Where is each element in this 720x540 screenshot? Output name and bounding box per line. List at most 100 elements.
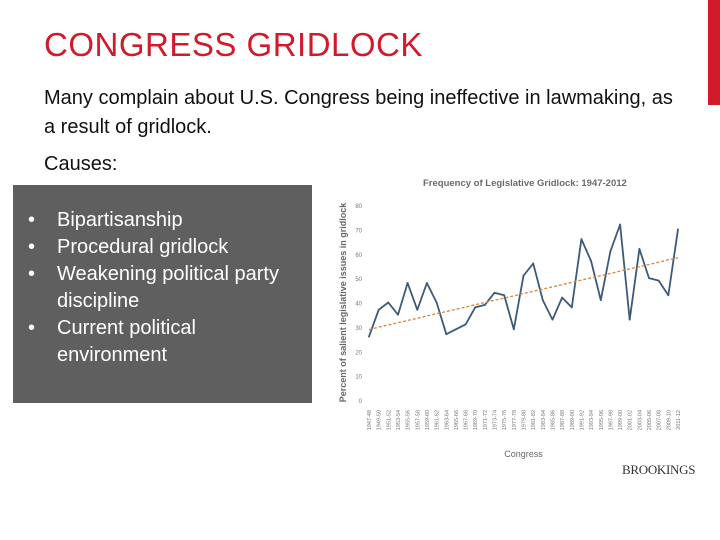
cause-text: Weakening political party discipline: [57, 263, 279, 312]
bullet-icon: •: [28, 317, 36, 339]
x-tick-label: 2001-02: [628, 410, 634, 430]
x-tick-label: 1955-56: [406, 410, 412, 430]
cause-item: • Bipartisanship: [13, 207, 302, 234]
x-tick-label: 2005-06: [647, 410, 653, 430]
x-tick-label: 1969-70: [473, 410, 479, 430]
x-tick-label: 1995-96: [599, 410, 605, 430]
data-point: [541, 299, 544, 301]
x-tick-label: 1961-62: [435, 410, 441, 430]
causes-box: • Bipartisanship • Procedural gridlock • We…: [13, 185, 312, 403]
accent-bar: [708, 0, 720, 105]
data-point: [561, 296, 563, 299]
x-tick-label: 1947-48: [367, 410, 373, 430]
data-point: [619, 223, 621, 226]
y-tick-label: 0: [359, 399, 363, 405]
data-point: [580, 238, 583, 240]
chart-svg: Frequency of Legislative Gridlock: 1947-…: [338, 178, 682, 459]
data-point: [657, 279, 660, 282]
cause-text: Current political environment: [57, 317, 196, 366]
brookings-logo: BROOKINGS: [622, 462, 696, 477]
x-tick-label: 2011-12: [676, 410, 682, 430]
data-point: [677, 228, 679, 231]
data-point: [445, 333, 448, 336]
y-tick-label: 20: [355, 350, 362, 356]
data-point: [609, 250, 612, 253]
chart-xlabel: Congress: [504, 449, 543, 459]
x-tick-label: 2009-10: [666, 410, 672, 430]
data-point: [397, 313, 399, 316]
data-point: [464, 323, 467, 326]
data-point: [416, 308, 419, 311]
x-tick-label: 1963-64: [444, 410, 450, 430]
y-tick-label: 80: [355, 204, 362, 210]
y-tick-label: 30: [355, 326, 362, 332]
x-tick-label: 1949-50: [377, 410, 383, 430]
chart-ylabel: Percent of salient legislative issues in…: [338, 202, 348, 403]
x-tick-label: 1979-80: [522, 410, 528, 430]
series-layer: [368, 223, 679, 338]
data-point: [435, 301, 438, 304]
cause-text: Bipartisanship: [57, 209, 183, 231]
data-point: [474, 306, 477, 309]
x-tick-label: 1991-92: [579, 410, 585, 430]
y-axis-ticks: 0 10 20 30 40 50 60 70 80: [355, 204, 362, 405]
data-point: [551, 318, 554, 321]
data-point: [590, 260, 592, 262]
data-point: [648, 277, 650, 279]
cause-text: Procedural gridlock: [57, 236, 229, 258]
x-tick-label: 1985-86: [550, 410, 556, 430]
causes-list: • Bipartisanship • Procedural gridlock • We…: [13, 207, 302, 369]
data-point: [368, 335, 370, 338]
causes-label: Causes:: [44, 153, 118, 175]
x-tick-label: 1953-54: [396, 410, 402, 430]
data-point: [377, 308, 380, 311]
x-tick-label: 1951-52: [386, 410, 392, 430]
data-point: [512, 328, 515, 331]
x-tick-label: 1997-98: [608, 410, 614, 430]
data-point: [503, 294, 506, 297]
slide-title: CONGRESS GRIDLOCK: [44, 26, 423, 63]
bullet-icon: •: [28, 263, 36, 285]
y-tick-label: 50: [355, 277, 362, 283]
x-tick-label: 1959-60: [425, 410, 431, 430]
x-tick-label: 1981-82: [531, 410, 537, 430]
chart-title: Frequency of Legislative Gridlock: 1947-…: [423, 178, 627, 189]
x-tick-label: 1975-76: [502, 410, 508, 430]
data-point: [628, 318, 631, 321]
data-point: [493, 291, 496, 294]
x-tick-label: 1989-90: [570, 410, 576, 430]
x-tick-label: 1987-88: [560, 410, 566, 430]
data-point: [638, 248, 641, 250]
x-axis-ticks: 1947-48 1949-50 1951-52 1953-54 1955-56 1957-…: [367, 410, 682, 430]
x-tick-label: 1957-58: [415, 410, 421, 430]
gridlock-chart: Frequency of Legislative Gridlock: 1947-…: [333, 170, 698, 485]
data-point: [532, 262, 535, 265]
cause-item: • Procedural gridlock: [13, 234, 302, 261]
bullet-icon: •: [28, 236, 36, 258]
cause-item: • Current political environment: [13, 315, 302, 369]
trend-line: [368, 257, 679, 331]
x-tick-label: 1973-74: [493, 410, 499, 430]
x-tick-label: 1999-00: [618, 410, 624, 430]
x-tick-label: 1971-72: [483, 410, 489, 430]
y-tick-label: 40: [355, 302, 362, 308]
intro-text: Many complain about U.S. Congress being …: [44, 87, 673, 138]
x-tick-label: 2003-04: [637, 410, 643, 430]
x-tick-label: 1977-78: [512, 410, 518, 430]
x-tick-label: 1983-84: [541, 410, 547, 430]
data-point: [522, 274, 525, 277]
data-point: [455, 328, 457, 331]
data-point: [484, 304, 486, 306]
data-point: [599, 299, 602, 301]
data-point: [426, 282, 428, 284]
x-tick-label: 1967-68: [464, 410, 470, 430]
y-tick-label: 70: [355, 228, 362, 234]
data-point: [667, 294, 670, 297]
x-tick-label: 2007-08: [657, 410, 663, 430]
gridlock-series-line: [368, 223, 679, 337]
x-tick-label: 1993-94: [589, 410, 595, 430]
data-point: [406, 282, 409, 284]
x-tick-label: 1965-66: [454, 410, 460, 430]
data-point: [570, 306, 573, 309]
data-point: [387, 301, 390, 304]
